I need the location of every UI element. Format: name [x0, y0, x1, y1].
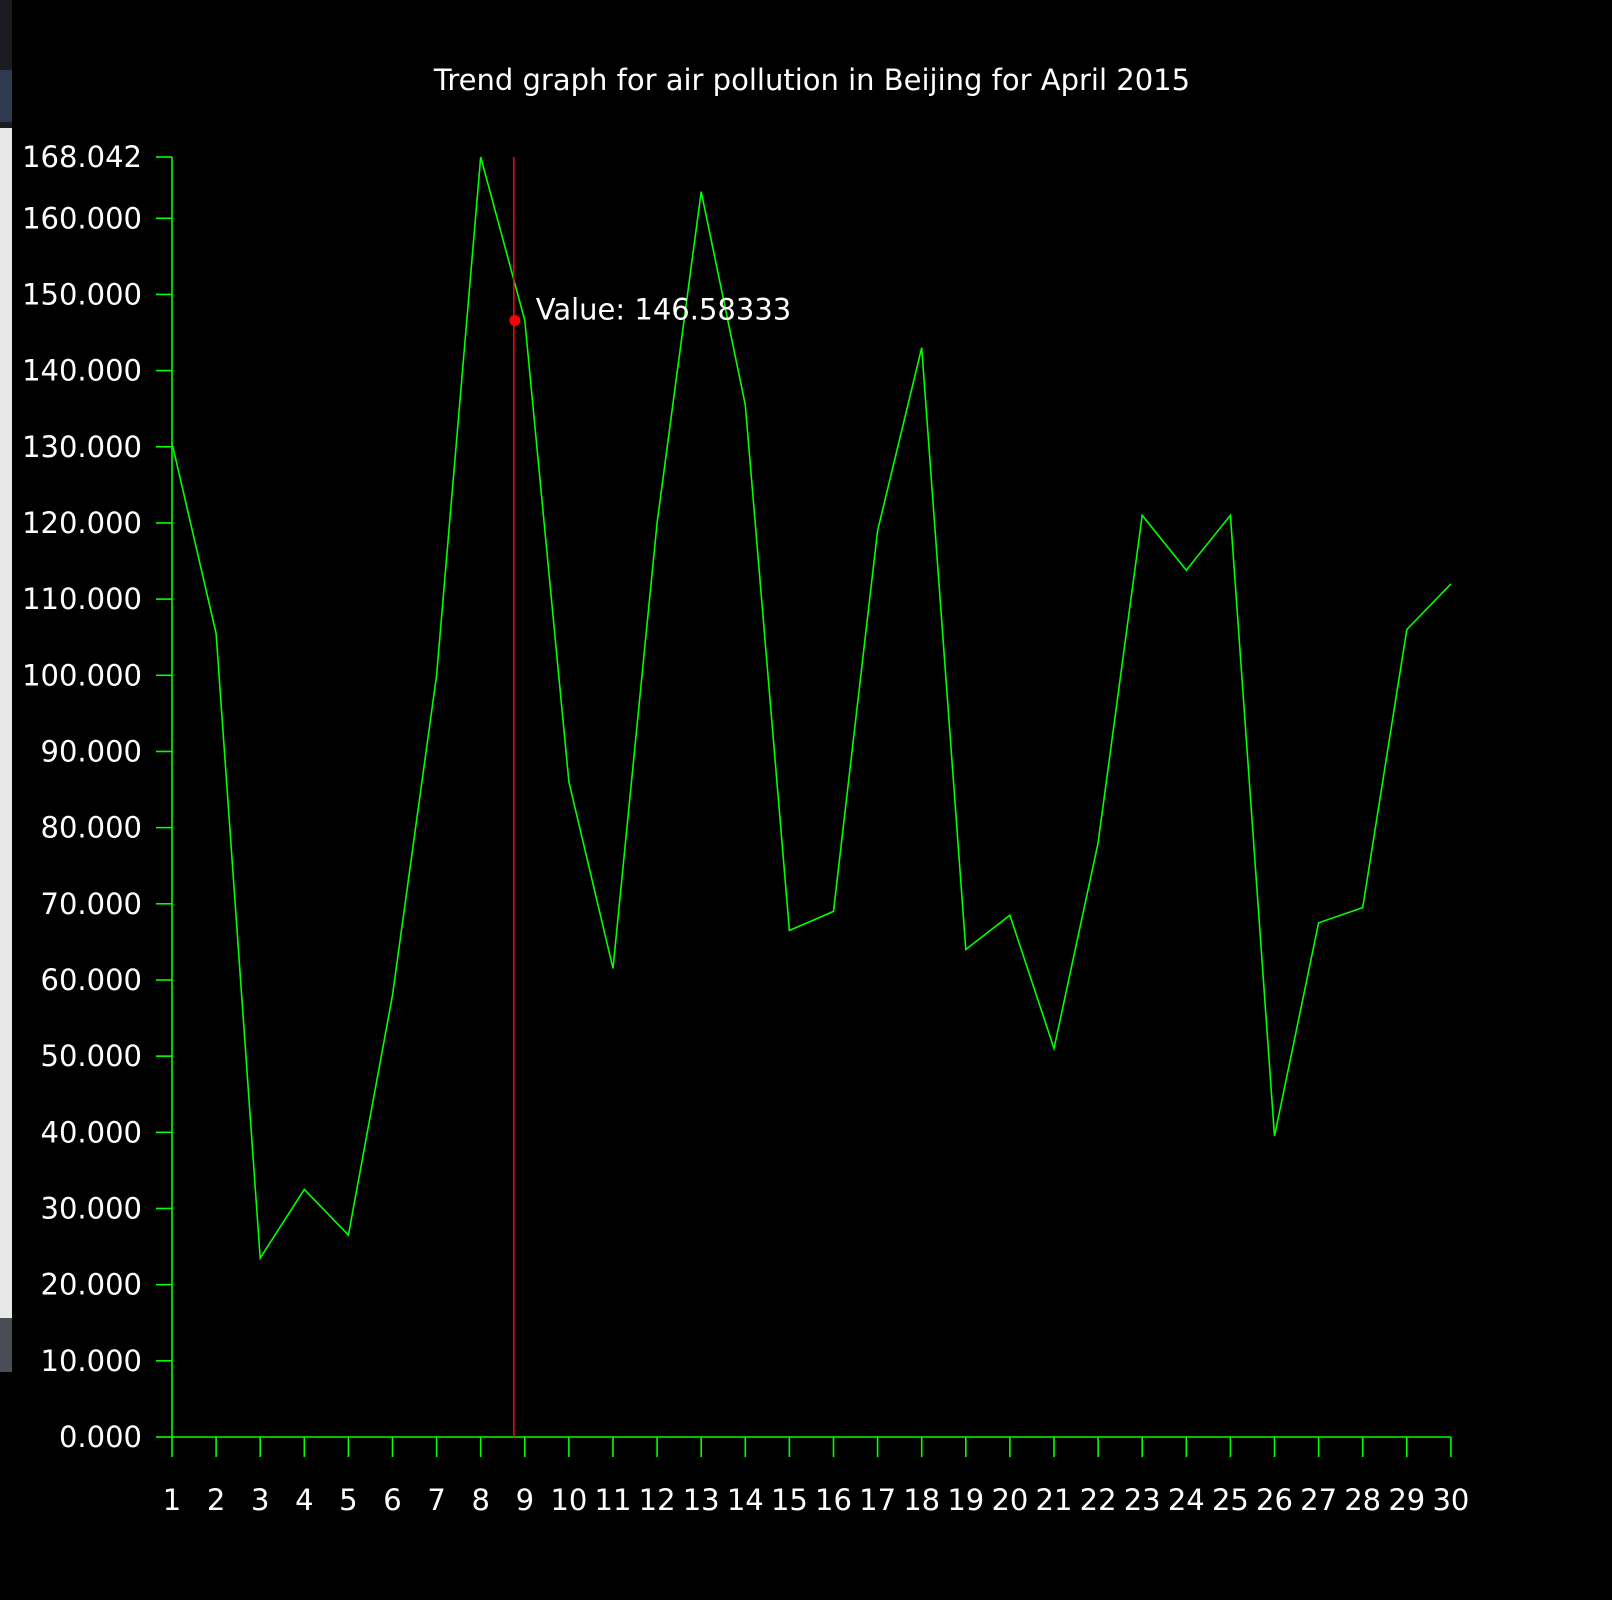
x-tick-label: 26	[1256, 1483, 1293, 1517]
x-tick-label: 10	[550, 1483, 587, 1517]
y-tick-label: 10.000	[41, 1344, 142, 1378]
y-tick-label: 60.000	[41, 963, 142, 997]
x-tick-label: 28	[1344, 1483, 1381, 1517]
x-tick-label: 30	[1432, 1483, 1469, 1517]
y-tick-label: 140.000	[22, 354, 142, 388]
background-window-titlebar	[0, 70, 12, 122]
x-tick-label: 6	[383, 1483, 401, 1517]
background-editor-panel	[0, 128, 12, 1318]
y-tick-label: 0.000	[59, 1420, 142, 1454]
y-tick-label: 40.000	[41, 1115, 142, 1149]
y-tick-label: 20.000	[41, 1268, 142, 1302]
y-tick-label: 160.000	[22, 201, 142, 235]
y-axis-ticks: 0.000 10.000 20.000 30.000 40.000 50.000 60.00…	[22, 140, 172, 1454]
cursor-value-label: Value: 146.58333	[536, 292, 791, 326]
x-tick-label: 13	[683, 1483, 720, 1517]
x-tick-label: 21	[1036, 1483, 1073, 1517]
y-tick-label: 120.000	[22, 506, 142, 540]
x-tick-label: 16	[815, 1483, 852, 1517]
x-tick-label: 7	[427, 1483, 445, 1517]
y-tick-label: 80.000	[41, 811, 142, 845]
x-tick-label: 27	[1300, 1483, 1337, 1517]
x-tick-label: 1	[163, 1483, 181, 1517]
x-axis-ticks: 1 2 3 4 5 6 7 8 9 10 11 12 13 14 15 16 17 18 19 20 21 22 23 24 2…	[163, 1437, 1469, 1517]
x-tick-label: 12	[639, 1483, 676, 1517]
y-tick-label: 168.042	[22, 140, 142, 174]
x-tick-label: 3	[251, 1483, 269, 1517]
y-tick-label: 110.000	[22, 582, 142, 616]
x-tick-label: 25	[1212, 1483, 1249, 1517]
background-window-footer	[0, 1318, 12, 1372]
x-tick-label: 5	[339, 1483, 357, 1517]
cursor-marker[interactable]	[509, 314, 521, 326]
x-tick-label: 19	[947, 1483, 984, 1517]
series-line	[171, 156, 1452, 1261]
x-tick-label: 24	[1168, 1483, 1205, 1517]
y-tick-label: 150.000	[22, 277, 142, 311]
x-tick-label: 18	[903, 1483, 940, 1517]
x-tick-label: 29	[1388, 1483, 1425, 1517]
x-tick-label: 20	[991, 1483, 1028, 1517]
y-tick-label: 130.000	[22, 430, 142, 464]
x-tick-label: 8	[471, 1483, 489, 1517]
x-tick-label: 14	[727, 1483, 764, 1517]
x-tick-label: 4	[295, 1483, 313, 1517]
x-tick-label: 22	[1080, 1483, 1117, 1517]
y-tick-label: 90.000	[41, 734, 142, 768]
x-tick-label: 9	[516, 1483, 534, 1517]
x-tick-label: 2	[207, 1483, 225, 1517]
y-tick-label: 70.000	[41, 887, 142, 921]
x-tick-label: 23	[1124, 1483, 1161, 1517]
y-tick-label: 50.000	[41, 1039, 142, 1073]
y-tick-label: 100.000	[22, 658, 142, 692]
y-tick-label: 30.000	[41, 1191, 142, 1225]
chart-title: Trend graph for air pollution in Beijing…	[433, 63, 1190, 97]
x-tick-label: 17	[859, 1483, 896, 1517]
x-tick-label: 11	[595, 1483, 632, 1517]
x-tick-label: 15	[771, 1483, 808, 1517]
